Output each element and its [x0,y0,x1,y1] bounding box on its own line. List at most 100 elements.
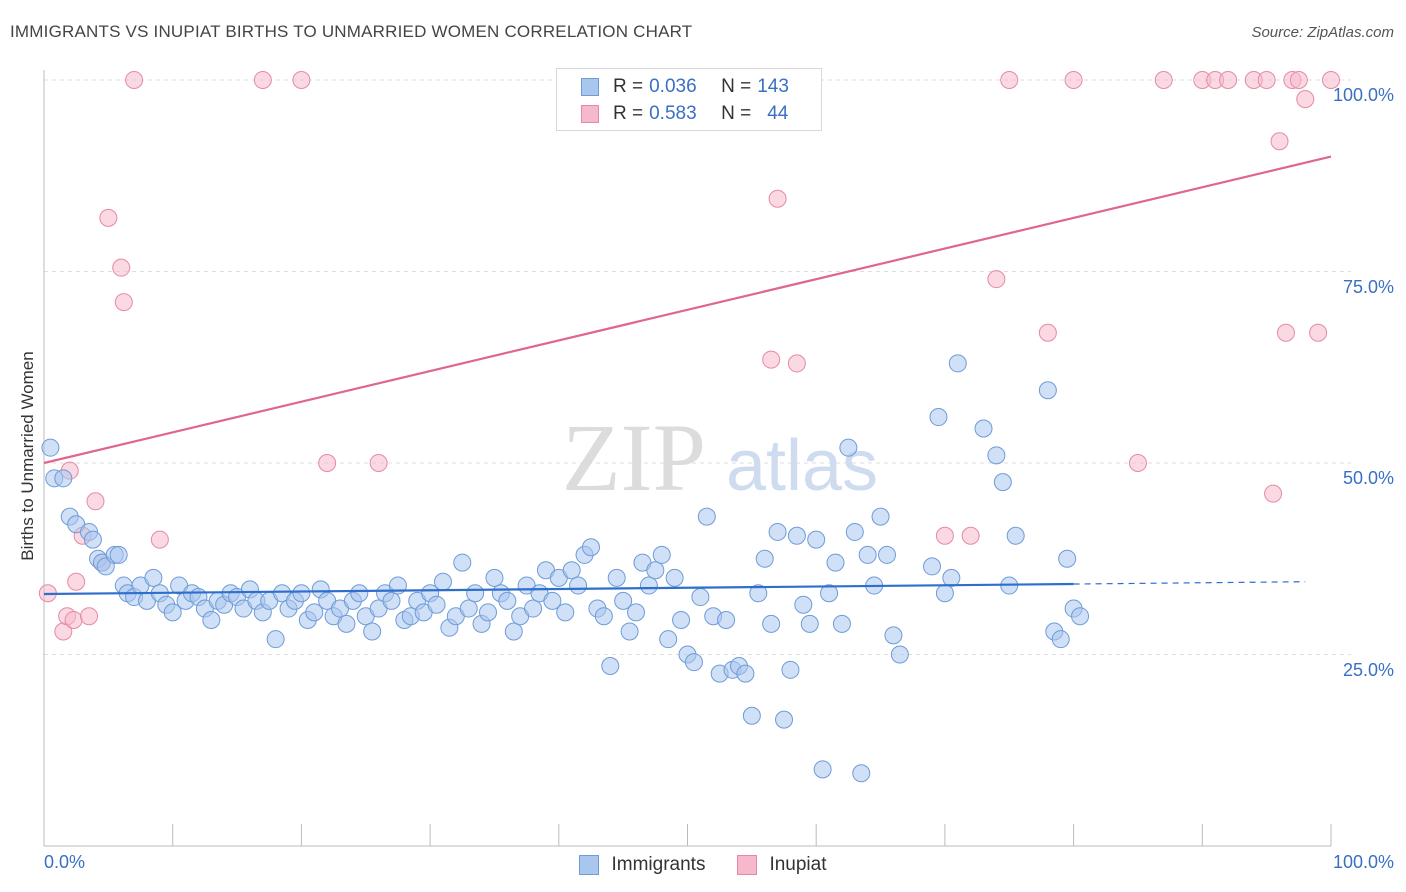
immigrant-point [826,553,845,572]
y-tick-label: 100.0% [1332,85,1394,105]
immigrant-point [594,607,613,626]
inupiat-point [1219,71,1238,89]
immigrant-point [453,553,472,572]
y-tick-label: 75.0% [1342,276,1394,297]
immigrant-point [768,522,787,541]
immigrant-point [607,568,626,587]
r-value-inupiat: 0.583 [649,103,697,124]
inupiat-point [762,350,781,369]
immigrant-point [877,545,896,564]
immigrant-point [556,603,575,622]
immigrant-point [1058,549,1077,568]
immigrant-point [1006,526,1025,545]
series-legend: Immigrants Inupiat [0,852,1406,878]
inupiat-point [1154,71,1173,89]
legend-item-immigrants[interactable]: Immigrants [579,854,705,876]
immigrant-point [433,572,452,591]
inupiat-point [1322,71,1340,89]
immigrant-point [1051,630,1070,649]
immigrant-point [652,545,671,564]
immigrant-point [845,522,864,541]
immigrant-point [83,530,102,549]
immigrant-point [775,710,794,729]
inupiat-point [1064,71,1083,89]
immigrant-point [813,760,832,779]
inupiat-point [787,354,806,373]
immigrants-trend-line [43,582,1074,596]
immigrant-point [929,408,948,427]
immigrants-points [41,354,1090,783]
r-label: R = [613,103,644,124]
inupiat-point [935,526,954,545]
x-tick-label-max: 100.0% [1332,852,1394,872]
x-tick-label-min: 0.0% [44,852,86,872]
immigrant-point [466,584,485,603]
immigrant-point [942,568,961,587]
immigrant-point [41,438,60,457]
immigrants-swatch [581,78,599,96]
inupiat-point [150,530,169,549]
stats-legend: R = 0.036 N = 143 R = 0.583 N = 44 [556,68,822,131]
immigrant-point [871,507,890,526]
immigrant-point [787,526,806,545]
immigrant-point [794,595,813,614]
immigrant-point [884,626,903,645]
immigrant-point [363,622,382,641]
inupiat-point [369,454,388,472]
inupiat-point [1128,454,1147,472]
immigrant-point [614,591,633,610]
immigrant-point [717,611,736,630]
inupiat-point [112,258,131,277]
watermark-zip: ZIP [562,404,706,511]
n-label: N = [721,103,752,124]
inupiat-point [318,454,337,472]
immigrant-point [646,561,665,580]
immigrants-legend-label: Immigrants [611,854,706,875]
inupiat-point [1038,323,1057,342]
inupiat-point [253,71,272,89]
immigrant-point [852,764,871,783]
immigrant-point [543,591,562,610]
immigrant-point [427,595,446,614]
immigrant-point [581,538,600,557]
immigrants-legend-swatch [579,855,600,875]
inupiat-point [961,526,980,545]
inupiat-point [80,607,99,626]
immigrant-point [266,630,285,649]
immigrant-point [350,584,369,603]
immigrant-point [820,584,839,603]
inupiat-point [1309,323,1328,342]
inupiat-point [1257,71,1276,89]
immigrants-trend-extension [1073,581,1306,585]
legend-item-inupiat[interactable]: Inupiat [737,854,827,876]
immigrant-point [736,664,755,683]
immigrant-point [479,603,498,622]
immigrant-point [485,568,504,587]
trend-lines [43,155,1332,596]
n-value-immigrants: 143 [757,76,789,97]
watermark: ZIP atlas [562,404,878,511]
immigrant-point [807,530,826,549]
immigrant-point [601,656,620,675]
inupiat-point [987,270,1006,289]
immigrant-point [974,419,993,438]
inupiat-point [86,492,105,511]
n-value-inupiat: 44 [767,103,789,124]
inupiat-point [114,293,133,312]
immigrant-point [839,438,858,457]
immigrant-point [781,660,800,679]
inupiat-trend-line [43,155,1332,465]
immigrant-point [202,611,221,630]
immigrant-point [672,611,691,630]
immigrant-point [305,603,324,622]
immigrant-point [691,588,710,607]
inupiat-point [1289,71,1308,89]
inupiat-legend-swatch [737,855,758,875]
immigrant-point [504,622,523,641]
immigrant-point [832,614,851,633]
inupiat-point [99,208,118,227]
immigrant-point [639,576,658,595]
immigrant-point [292,584,311,603]
immigrant-point [762,614,781,633]
y-tick-label: 25.0% [1342,659,1394,680]
